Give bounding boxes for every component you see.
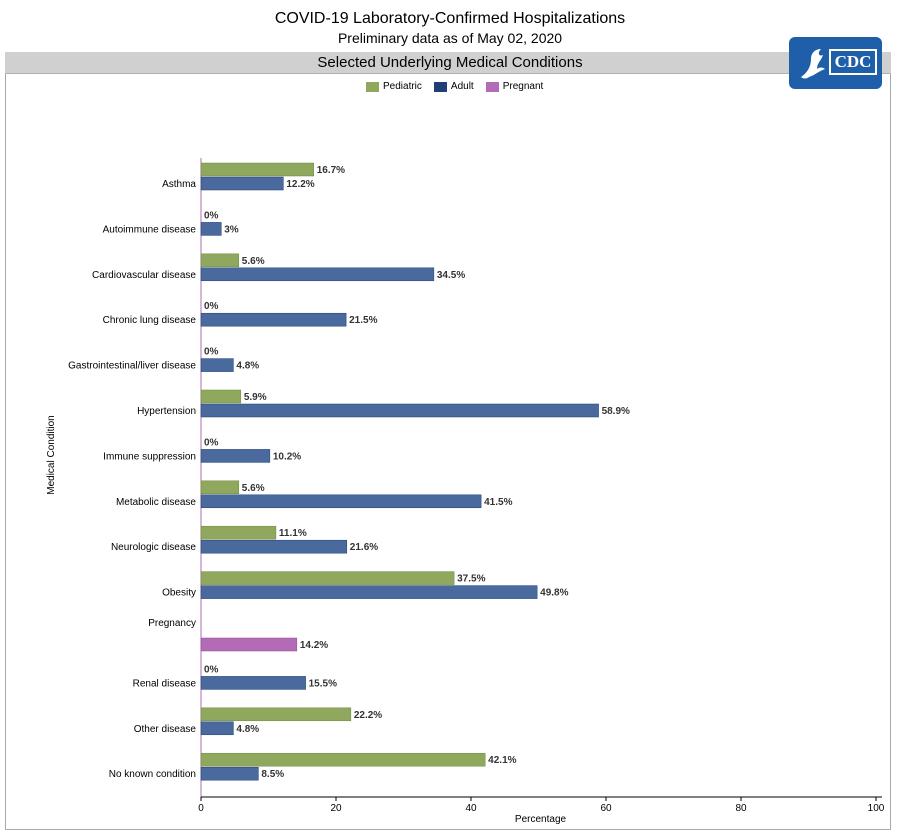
- legend-label-adult: Adult: [450, 81, 474, 92]
- bar-adult: [200, 449, 271, 463]
- panel-header-bar: [5, 52, 891, 74]
- data-label-pediatric: 0%: [204, 301, 219, 312]
- data-label-adult: 8.5%: [261, 769, 284, 780]
- data-label-adult: 4.8%: [236, 361, 259, 372]
- bar-pediatric: [200, 162, 314, 177]
- x-axis-title: Percentage: [515, 814, 567, 825]
- data-label-pediatric: 11.1%: [279, 528, 307, 539]
- data-label-adult: 15.5%: [309, 678, 337, 689]
- x-tick-label: 60: [600, 803, 612, 814]
- cdc-logo: CDC: [789, 37, 882, 89]
- panel-title: Selected Underlying Medical Conditions: [317, 54, 583, 71]
- bar-adult: [200, 494, 482, 509]
- legend-label-pregnant: Pregnant: [502, 81, 544, 92]
- bar-adult: [200, 267, 435, 282]
- legend-swatch-adult: [433, 81, 447, 92]
- eagle-icon: [801, 49, 825, 79]
- bar-pregnant: [200, 637, 298, 652]
- data-label-adult: 49.8%: [540, 588, 568, 599]
- legend: Pediatric Adult Pregnant: [366, 81, 543, 92]
- data-label-pediatric: 0%: [204, 437, 219, 448]
- bar-adult: [200, 721, 234, 736]
- legend-item-adult[interactable]: Adult: [433, 81, 474, 92]
- category-label: Metabolic disease: [116, 497, 196, 508]
- bar-pediatric: [200, 752, 486, 767]
- bar-pediatric: [200, 707, 352, 722]
- category-label: Pregnancy: [148, 618, 196, 629]
- data-label-pediatric: 0%: [204, 210, 219, 221]
- category-label: No known condition: [109, 769, 196, 780]
- bar-adult: [200, 766, 259, 781]
- x-tick-label: 100: [868, 803, 885, 814]
- bar-adult: [200, 176, 284, 191]
- data-label-pediatric: 0%: [204, 347, 219, 358]
- category-label: Asthma: [162, 179, 196, 190]
- category-label: Gastrointestinal/liver disease: [68, 361, 196, 372]
- data-label-adult: 34.5%: [437, 270, 465, 281]
- legend-swatch-pediatric: [366, 81, 379, 92]
- data-label-pediatric: 22.2%: [354, 710, 382, 721]
- data-label-pediatric: 5.6%: [242, 256, 265, 267]
- bar-pediatric: [200, 389, 242, 404]
- page-subtitle: Preliminary data as of May 02, 2020: [337, 30, 563, 46]
- category-label: Immune suppression: [103, 451, 196, 462]
- data-label-adult: 21.5%: [349, 315, 377, 326]
- category-label: Autoimmune disease: [103, 224, 197, 235]
- bar-pediatric: [200, 571, 455, 585]
- bar-adult: [200, 539, 348, 554]
- category-label: Obesity: [162, 588, 196, 599]
- data-label-adult: 10.2%: [273, 451, 301, 462]
- y-axis-title: Medical Condition: [46, 415, 57, 495]
- bar-pediatric: [200, 253, 240, 268]
- data-label-pediatric: 37.5%: [457, 574, 485, 585]
- x-tick-label: 20: [330, 803, 342, 814]
- bar-adult: [200, 403, 599, 418]
- legend-item-pediatric[interactable]: Pediatric: [366, 81, 422, 92]
- data-label-pregnant: 14.2%: [300, 640, 328, 651]
- bar-adult: [200, 312, 347, 327]
- bar-adult: [200, 676, 306, 690]
- category-label: Hypertension: [137, 406, 196, 417]
- data-label-pediatric: 5.9%: [244, 392, 267, 403]
- data-label-pediatric: 5.6%: [242, 483, 265, 494]
- bar-pediatric: [200, 480, 240, 495]
- bar-adult: [200, 585, 538, 599]
- bar-adult: [200, 222, 222, 236]
- data-label-adult: 3%: [224, 224, 239, 235]
- legend-item-pregnant[interactable]: Pregnant: [485, 81, 544, 92]
- category-label: Chronic lung disease: [103, 315, 197, 326]
- bar-adult: [200, 358, 234, 372]
- legend-swatch-pregnant: [485, 81, 499, 92]
- x-tick-label: 80: [735, 803, 747, 814]
- data-label-pediatric: 16.7%: [317, 165, 345, 176]
- x-tick-label: 0: [198, 803, 204, 814]
- category-label: Neurologic disease: [111, 542, 196, 553]
- page-title: COVID-19 Laboratory-Confirmed Hospitaliz…: [274, 10, 626, 27]
- category-label: Other disease: [134, 724, 197, 735]
- cdc-logo-text: CDC: [829, 49, 877, 75]
- data-label-adult: 41.5%: [484, 497, 512, 508]
- data-label-adult: 58.9%: [602, 406, 630, 417]
- data-label-adult: 12.2%: [286, 179, 314, 190]
- data-label-pediatric: 42.1%: [488, 755, 516, 766]
- data-label-adult: 4.8%: [236, 724, 259, 735]
- category-label: Cardiovascular disease: [92, 270, 196, 281]
- data-label-pediatric: 0%: [204, 664, 219, 675]
- x-tick-label: 40: [465, 803, 477, 814]
- category-label: Renal disease: [133, 678, 197, 689]
- bar-pediatric: [200, 525, 277, 540]
- legend-label-pediatric: Pediatric: [383, 81, 422, 92]
- data-label-adult: 21.6%: [350, 542, 378, 553]
